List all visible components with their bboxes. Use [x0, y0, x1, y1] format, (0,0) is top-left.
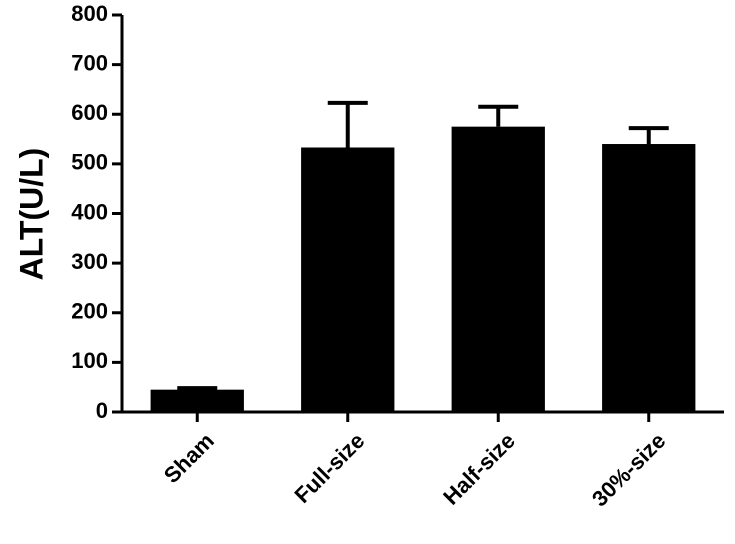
x-tick-label: 30%-size	[587, 428, 670, 511]
bar	[150, 389, 244, 412]
x-tick-label: Half-size	[438, 428, 520, 510]
y-tick-label: 600	[71, 100, 108, 125]
y-tick-label: 700	[71, 50, 108, 75]
error-bar	[478, 104, 519, 127]
x-tick-label: Sham	[159, 428, 219, 488]
error-bar	[177, 386, 218, 391]
error-bar	[628, 126, 669, 145]
bar	[602, 144, 696, 412]
y-tick-label: 100	[71, 348, 108, 373]
bar	[301, 147, 395, 412]
y-tick-label: 500	[71, 150, 108, 175]
y-tick-label: 0	[96, 398, 108, 423]
y-tick-label: 800	[71, 1, 108, 26]
y-tick-label: 400	[71, 199, 108, 224]
x-tick-label: Full-size	[289, 428, 369, 508]
y-axis-label: ALT(U/L)	[13, 148, 49, 281]
error-bar	[327, 100, 368, 148]
y-tick-label: 200	[71, 299, 108, 324]
y-tick-label: 300	[71, 249, 108, 274]
bar	[451, 126, 545, 412]
